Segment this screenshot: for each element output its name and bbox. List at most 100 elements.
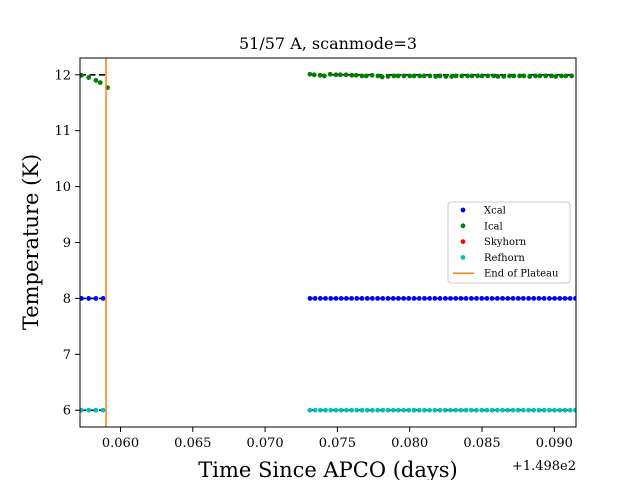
xcal-point [541, 296, 547, 301]
xcal-point [317, 296, 323, 301]
refhorn-point [567, 407, 573, 413]
ical-point [311, 72, 317, 78]
ical-point [517, 73, 523, 79]
xcal-point [401, 296, 407, 301]
xcal-point [505, 296, 511, 301]
xcal-point [484, 296, 490, 301]
refhorn-point [526, 407, 531, 413]
ical-point [433, 74, 439, 79]
xcal-point [500, 296, 505, 301]
refhorn-point [536, 407, 542, 413]
ical-point [569, 73, 575, 79]
refhorn-point [437, 407, 443, 413]
ical-point [501, 74, 507, 79]
legend-label-xcal: Xcal [484, 206, 506, 217]
xcal-point [380, 296, 386, 301]
ical-point [369, 72, 375, 78]
xcal-point [442, 296, 448, 301]
ical-point [459, 73, 465, 79]
x-tick-label: 0.060 [102, 436, 139, 451]
ical-point [359, 73, 365, 79]
refhorn-point [416, 407, 422, 413]
ical-point [553, 74, 559, 79]
xcal-point [432, 296, 438, 301]
ical-point [417, 73, 423, 79]
refhorn-point [328, 407, 334, 413]
legend-label-end-of-plateau: End of Plateau [484, 269, 559, 280]
xcal-point [474, 296, 479, 301]
ical-point [443, 74, 449, 79]
ical-point [321, 73, 327, 79]
xcal-point [354, 296, 360, 301]
refhorn-point [93, 407, 99, 413]
xcal-point [489, 296, 495, 301]
refhorn-point [552, 407, 557, 413]
xcal-point [323, 296, 328, 301]
ical-point [97, 80, 103, 85]
refhorn-point [80, 407, 84, 413]
y-tick-label: 7 [63, 348, 71, 363]
ical-point [375, 73, 381, 79]
xcal-point [375, 296, 380, 301]
xcal-point [531, 296, 537, 301]
y-tick-label: 6 [63, 404, 71, 419]
ical-point [307, 71, 313, 77]
xcal-point [463, 296, 469, 301]
refhorn-point [432, 407, 438, 413]
refhorn-point [100, 407, 106, 413]
xcal-point [552, 296, 557, 301]
ical-point [563, 73, 569, 79]
ical-point [327, 71, 333, 77]
xcal-point [343, 296, 349, 301]
xcal-point [494, 296, 500, 301]
ical-point [363, 73, 369, 79]
refhorn-point [369, 407, 375, 413]
xcal-point [422, 296, 427, 301]
ical-point [379, 74, 385, 80]
xcal-point [80, 296, 84, 301]
chart-title: 51/57 A, scanmode=3 [239, 34, 417, 53]
xcal-point [573, 296, 576, 301]
xcal-point [567, 296, 573, 301]
xcal-point [520, 296, 526, 301]
xcal-point [411, 296, 417, 301]
x-axis-ticks: 0.060 0.065 0.070 0.075 0.080 0.085 0.090 [102, 427, 573, 451]
refhorn-point [422, 407, 427, 413]
xcal-point [510, 296, 516, 301]
ical-point [353, 72, 359, 78]
ical-point [421, 73, 427, 79]
xcal-point [390, 296, 396, 301]
ical-point [453, 73, 459, 79]
refhorn-point [385, 407, 391, 413]
xcal-point [536, 296, 542, 301]
refhorn-point [468, 407, 474, 413]
refhorn-point [489, 407, 495, 413]
legend-marker-skyhorn [460, 239, 466, 245]
y-tick-label: 9 [63, 236, 71, 251]
refhorn-point [354, 407, 360, 413]
xcal-point [328, 296, 334, 301]
refhorn-point [411, 407, 417, 413]
legend-marker-refhorn [460, 255, 466, 260]
xcal-point [86, 296, 92, 301]
ical-point [80, 72, 84, 78]
legend-box [447, 201, 571, 284]
plot-area [80, 58, 576, 427]
refhorn-point [338, 407, 344, 413]
ical-point [333, 72, 339, 78]
xcal-point [458, 296, 464, 301]
xcal-point [312, 296, 318, 301]
refhorn-point [375, 407, 380, 413]
refhorn-point [562, 407, 568, 413]
ical-point [479, 73, 485, 79]
x-tick-label: 0.090 [536, 436, 573, 451]
xcal-point [416, 296, 422, 301]
refhorn-point [557, 407, 563, 413]
ical-point [511, 73, 517, 79]
y-tick-label: 8 [63, 292, 71, 307]
xcal-point [100, 296, 106, 301]
y-axis-label: Temperature (K) [19, 154, 43, 330]
refhorn-point [307, 407, 313, 413]
y-axis-ticks: 6 7 8 9 10 11 12 [54, 68, 80, 419]
